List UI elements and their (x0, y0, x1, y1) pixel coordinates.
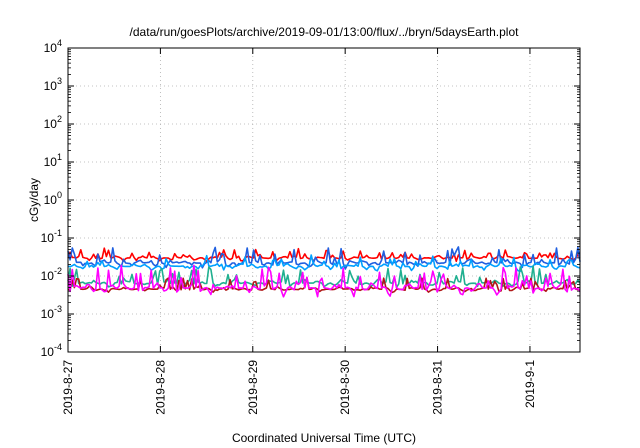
x-tick-label: 2019-9-1 (523, 360, 537, 408)
y-tick-label: 101 (44, 152, 62, 169)
y-tick-label: 10-1 (41, 228, 62, 245)
x-tick-label: 2019-8-31 (431, 360, 445, 415)
x-tick-labels: 2019-8-27 2019-8-28 2019-8-29 2019-8-30 2019… (61, 360, 537, 415)
y-tick-label: 10-3 (41, 304, 62, 321)
y-tick-label: 104 (44, 38, 62, 55)
y-tick-label: 102 (44, 114, 62, 131)
x-axis-label: Coordinated Universal Time (UTC) (232, 431, 416, 445)
axes (67, 47, 581, 353)
y-tick-labels: 10-4 10-3 10-2 10-1 100 101 102 103 104 (41, 38, 62, 359)
x-tick-label: 2019-8-29 (246, 360, 260, 415)
y-axis-label: cGy/day (27, 178, 41, 222)
x-tick-label: 2019-8-27 (61, 360, 75, 415)
y-tick-label: 103 (44, 76, 62, 93)
grid-lines (67, 48, 580, 352)
chart-title: /data/run/goesPlots/archive/2019-09-01/1… (130, 25, 520, 39)
series-line (67, 276, 581, 294)
series-group (67, 246, 581, 298)
x-tick-label: 2019-8-28 (153, 360, 167, 415)
series-line (67, 264, 581, 298)
series-line (67, 254, 581, 273)
y-tick-label: 10-2 (41, 266, 62, 283)
x-tick-label: 2019-8-30 (338, 360, 352, 415)
plot-frame (67, 47, 581, 353)
y-tick-label: 10-4 (41, 342, 62, 359)
series-line (67, 247, 581, 263)
y-tick-label: 100 (44, 190, 62, 207)
